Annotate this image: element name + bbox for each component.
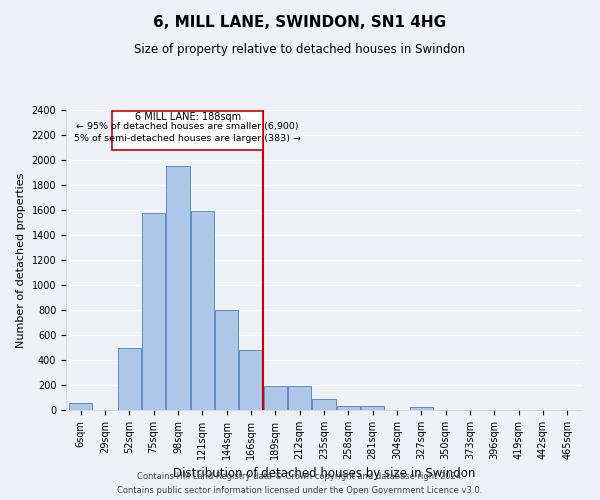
Bar <box>112 112 263 150</box>
Text: Contains HM Land Registry data © Crown copyright and database right 2024.: Contains HM Land Registry data © Crown c… <box>137 472 463 481</box>
Bar <box>69 402 92 410</box>
Text: 5% of semi-detached houses are larger (383) →: 5% of semi-detached houses are larger (3… <box>74 134 301 142</box>
X-axis label: Distribution of detached houses by size in Swindon: Distribution of detached houses by size … <box>173 468 475 480</box>
Bar <box>337 406 360 410</box>
Text: Size of property relative to detached houses in Swindon: Size of property relative to detached ho… <box>134 42 466 56</box>
Bar <box>264 386 287 410</box>
Bar <box>166 166 190 410</box>
Bar <box>410 407 433 410</box>
Bar <box>239 350 263 410</box>
Bar <box>118 348 141 410</box>
Text: 6, MILL LANE, SWINDON, SN1 4HG: 6, MILL LANE, SWINDON, SN1 4HG <box>154 15 446 30</box>
Bar <box>215 310 238 410</box>
Bar <box>142 212 165 410</box>
Text: Contains public sector information licensed under the Open Government Licence v3: Contains public sector information licen… <box>118 486 482 495</box>
Bar <box>288 386 311 410</box>
Bar <box>313 399 335 410</box>
Text: ← 95% of detached houses are smaller (6,900): ← 95% of detached houses are smaller (6,… <box>76 122 299 130</box>
Bar <box>361 406 384 410</box>
Y-axis label: Number of detached properties: Number of detached properties <box>16 172 26 348</box>
Bar <box>191 211 214 410</box>
Text: 6 MILL LANE: 188sqm: 6 MILL LANE: 188sqm <box>134 112 241 122</box>
